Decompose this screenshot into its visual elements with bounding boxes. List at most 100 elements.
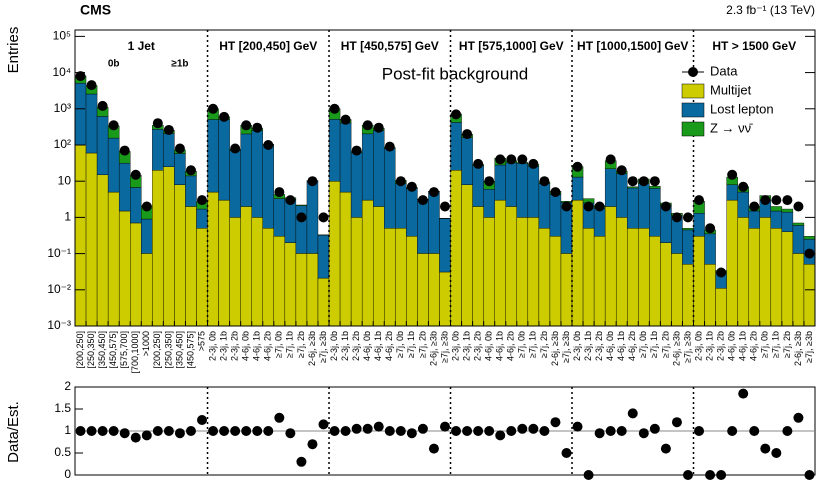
x-tick-label: 2-3j, 1b (340, 331, 350, 361)
x-tick-label: 2-3j, 1b (704, 331, 714, 361)
x-tick-label: 2-6j, ≥3b (550, 331, 560, 366)
ratio-point (108, 426, 119, 436)
stack-segment (439, 271, 451, 327)
stack-segment (317, 277, 330, 327)
x-tick-label: ≥7j, 1b (406, 331, 416, 358)
stack-segment (361, 133, 374, 201)
data-point (528, 158, 539, 169)
stack-segment (373, 130, 385, 207)
stack-segment (406, 236, 418, 327)
x-tick-label: 4-6j, 1b (252, 331, 262, 361)
x-tick-label: 2-3j, 0b (572, 331, 582, 361)
stack-segment (328, 180, 341, 327)
stack-segment (350, 152, 363, 218)
x-tick-label: 2-6j, ≥3b (671, 331, 681, 366)
stack-segment (461, 137, 473, 185)
stack-segment (781, 211, 794, 232)
stack-segment (627, 186, 639, 189)
x-tick-label: 2-3j, 2b (351, 331, 361, 361)
ratio-point (694, 426, 705, 436)
x-tick-label: 4-6j, 1b (738, 331, 748, 361)
data-point (694, 195, 705, 206)
data-point (738, 181, 749, 192)
ratio-point (384, 426, 395, 436)
stack-segment (472, 165, 484, 207)
legend-label: Multijet (710, 82, 752, 97)
stack-segment (593, 207, 606, 237)
stack-segment (450, 170, 462, 327)
stack-segment (671, 253, 683, 327)
stack-segment (781, 231, 794, 327)
data-point (241, 120, 252, 131)
stack-segment (284, 242, 297, 327)
data-point (395, 176, 406, 187)
legend-label: Z → νν̄ (710, 120, 753, 135)
data-point (119, 145, 130, 156)
ratio-point (219, 426, 230, 436)
stack-segment (85, 152, 98, 327)
stack-segment (395, 183, 407, 229)
stack-segment (361, 199, 374, 327)
stack-segment (604, 206, 617, 327)
x-tick-label: 4-6j, 0b (484, 331, 494, 361)
stack-segment (130, 187, 142, 224)
region-label: HT [450,575] GeV (341, 39, 439, 53)
data-point (285, 195, 296, 206)
ratio-point (671, 417, 682, 428)
x-tick-label: ≥7j, 0b (638, 331, 648, 358)
stack-segment (229, 217, 241, 327)
data-point (318, 212, 329, 223)
stack-segment (428, 191, 440, 254)
stack-segment (240, 206, 252, 327)
x-tick-label: [250,350] (86, 331, 96, 369)
data-point (506, 154, 517, 165)
stack-segment (174, 153, 186, 185)
data-point (539, 176, 550, 187)
x-tick-label: 2-3j, 2b (473, 331, 483, 361)
ratio-point (771, 448, 782, 458)
data-point (75, 71, 86, 82)
data-point (252, 122, 263, 133)
ratio-point (539, 426, 550, 436)
y-tick-label: 10⁻³ (47, 318, 71, 332)
stack-segment (196, 228, 208, 327)
ratio-point (760, 443, 771, 454)
x-tick-label: 4-6j, 1b (373, 331, 383, 361)
data-point (771, 195, 782, 206)
ratio-point (351, 423, 362, 434)
ratio-point (660, 443, 671, 454)
stack-segment (472, 206, 484, 327)
ratio-point (682, 470, 693, 480)
stack-segment (118, 210, 131, 327)
x-tick-label: 2-3j, 0b (450, 331, 460, 361)
stack-segment (185, 206, 197, 327)
x-tick-label: 4-6j, 1b (616, 331, 626, 361)
x-tick-label: 2-3j, 1b (583, 331, 593, 361)
data-point (638, 176, 649, 187)
stack-segment (163, 133, 175, 167)
stack-segment (262, 228, 275, 327)
stack-segment (130, 222, 142, 327)
data-point (263, 139, 274, 150)
ratio-point (705, 470, 716, 480)
stack-segment (627, 187, 639, 229)
data-point (462, 129, 473, 140)
x-tick-label: 2-3j, 2b (715, 331, 725, 361)
ratio-tick-label: 1 (64, 423, 71, 437)
ratio-point (440, 421, 450, 432)
stack-segment (549, 194, 562, 237)
stack-segment (107, 137, 120, 193)
data-point (495, 154, 506, 165)
stack-segment (339, 191, 352, 327)
stack-segment (74, 82, 87, 146)
ratio-point (451, 426, 462, 436)
stack-segment (328, 119, 341, 182)
data-point (152, 118, 163, 129)
x-tick-label: [350,450] (174, 331, 184, 369)
stack-segment (141, 253, 153, 327)
stack-segment (262, 144, 275, 229)
sub-region-label: ≥1b (171, 59, 188, 70)
x-tick-label: 2-6j, ≥3b (428, 331, 438, 366)
data-point (351, 145, 362, 156)
ratio-point (340, 426, 351, 436)
